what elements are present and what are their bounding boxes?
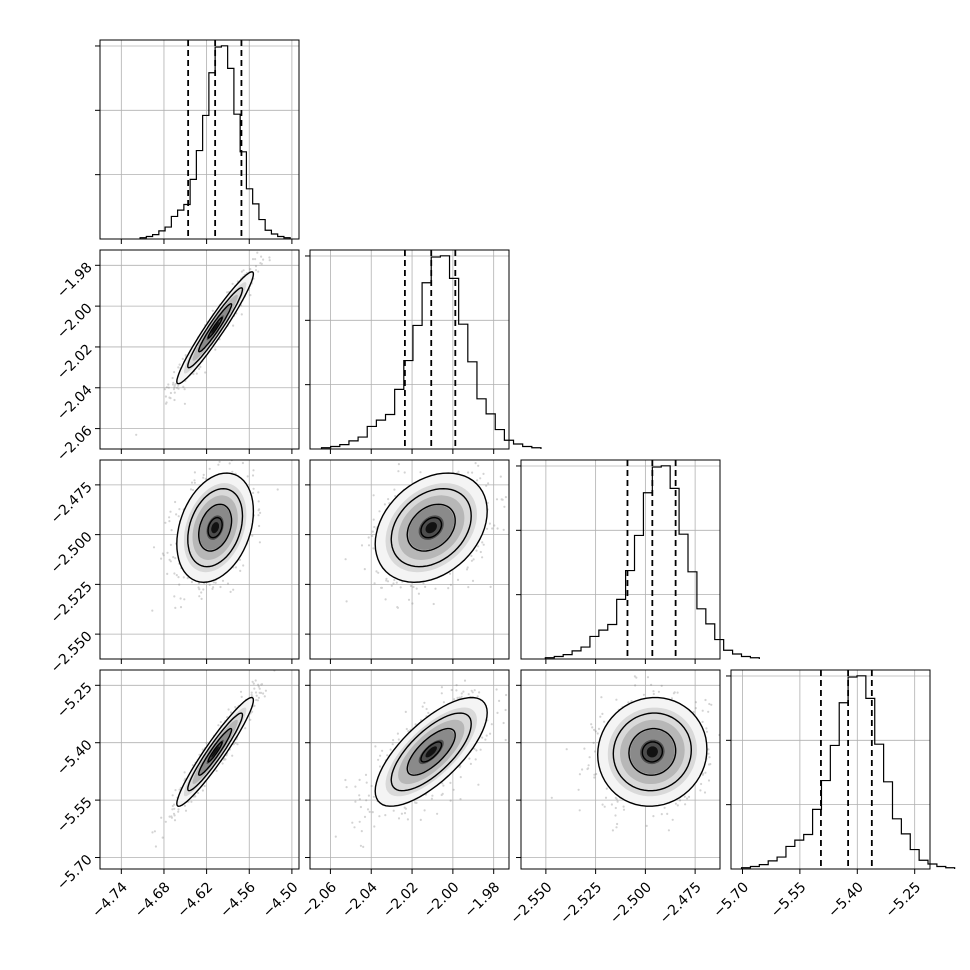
density-contour — [628, 727, 677, 776]
histogram-panel-3 — [726, 669, 956, 870]
density-fill — [425, 746, 437, 758]
density-contour — [374, 472, 488, 584]
y-tick-label: −2.475 — [48, 479, 96, 527]
joint-panel-0-1 — [99, 249, 300, 450]
density-contour — [596, 696, 708, 807]
density-contour — [197, 727, 233, 776]
density-contour — [187, 287, 244, 369]
axes-frame — [520, 459, 721, 660]
panel-content — [310, 460, 509, 659]
axes-frame — [309, 249, 510, 450]
density-contour — [641, 741, 664, 763]
density-contour — [197, 303, 233, 353]
y-tick-label: −2.00 — [54, 300, 96, 342]
density-contour — [374, 696, 488, 807]
joint-panel-0-2 — [99, 459, 300, 660]
histogram-step — [320, 255, 542, 449]
joint-panel-1-3 — [309, 669, 510, 870]
x-tick-label: −2.500 — [607, 879, 655, 927]
histogram-panel-2 — [516, 459, 760, 660]
axes-frame — [99, 669, 300, 870]
x-tick-label: −2.06 — [298, 879, 340, 921]
histogram-step — [740, 675, 956, 869]
x-tick-label: −2.550 — [508, 879, 556, 927]
y-tick-label: −2.525 — [48, 579, 96, 627]
axes-frame — [99, 249, 300, 450]
density-contour — [420, 516, 443, 539]
density-contour — [406, 503, 456, 552]
y-tick-label: −2.500 — [48, 529, 96, 577]
panel-content — [100, 670, 299, 869]
axes-frame — [520, 669, 721, 870]
x-tick-label: −4.68 — [132, 879, 174, 921]
x-tick-label: −2.00 — [421, 879, 463, 921]
panel-content — [310, 670, 509, 869]
density-fill — [211, 522, 219, 534]
density-contour — [176, 472, 255, 584]
y-tick-label: −2.06 — [54, 423, 96, 465]
x-tick-label: −5.70 — [710, 879, 752, 921]
x-tick-label: −4.56 — [217, 879, 259, 921]
density-contour — [207, 516, 223, 539]
density-contour — [176, 271, 255, 385]
histogram-step — [544, 465, 760, 659]
axes-frame — [730, 669, 931, 870]
y-tick-label: −2.550 — [48, 628, 96, 676]
axes-frame — [99, 459, 300, 660]
x-tick-label: −5.25 — [883, 879, 925, 921]
joint-panel-2-3 — [520, 669, 721, 870]
density-fill — [646, 746, 658, 758]
y-tick-label: −2.04 — [54, 382, 96, 424]
x-tick-label: −4.62 — [175, 879, 217, 921]
x-tick-label: −5.40 — [825, 879, 867, 921]
density-fill — [425, 522, 437, 534]
x-tick-label: −4.74 — [89, 879, 131, 921]
y-tick-label: −5.25 — [54, 680, 96, 722]
panel-content — [100, 250, 299, 449]
histogram-panel-0 — [95, 39, 300, 240]
y-tick-label: −1.98 — [54, 260, 96, 302]
density-fill — [211, 322, 219, 334]
x-tick-label: −2.475 — [657, 879, 705, 927]
density-contour — [406, 727, 456, 776]
density-contour — [612, 712, 693, 792]
density-contour — [176, 696, 255, 808]
x-tick-label: −2.525 — [557, 879, 605, 927]
x-tick-label: −2.04 — [339, 879, 381, 921]
joint-panel-1-2 — [309, 459, 510, 660]
histogram-panel-1 — [305, 249, 542, 450]
axes-frame — [99, 39, 300, 240]
x-tick-label: −2.02 — [380, 879, 422, 921]
x-tick-label: −4.50 — [260, 879, 302, 921]
density-contour — [207, 316, 223, 339]
panel-content — [100, 460, 299, 659]
density-fill — [211, 746, 219, 758]
x-tick-label: −5.55 — [768, 879, 810, 921]
y-tick-label: −5.70 — [54, 852, 96, 894]
density-contour — [420, 741, 443, 763]
joint-panel-0-3 — [99, 669, 300, 870]
x-tick-label: −1.98 — [462, 879, 504, 921]
panel-content — [521, 670, 720, 869]
density-contour — [197, 503, 233, 552]
density-contour — [187, 487, 244, 568]
y-tick-label: −5.55 — [54, 794, 96, 836]
axes-frame — [309, 459, 510, 660]
y-tick-label: −2.02 — [54, 341, 96, 383]
density-contour — [390, 487, 472, 568]
density-contour — [207, 741, 223, 763]
density-contour — [187, 712, 244, 792]
y-tick-label: −5.40 — [54, 737, 96, 779]
density-contour — [390, 712, 472, 792]
axes-frame — [309, 669, 510, 870]
histogram-step — [139, 45, 291, 239]
